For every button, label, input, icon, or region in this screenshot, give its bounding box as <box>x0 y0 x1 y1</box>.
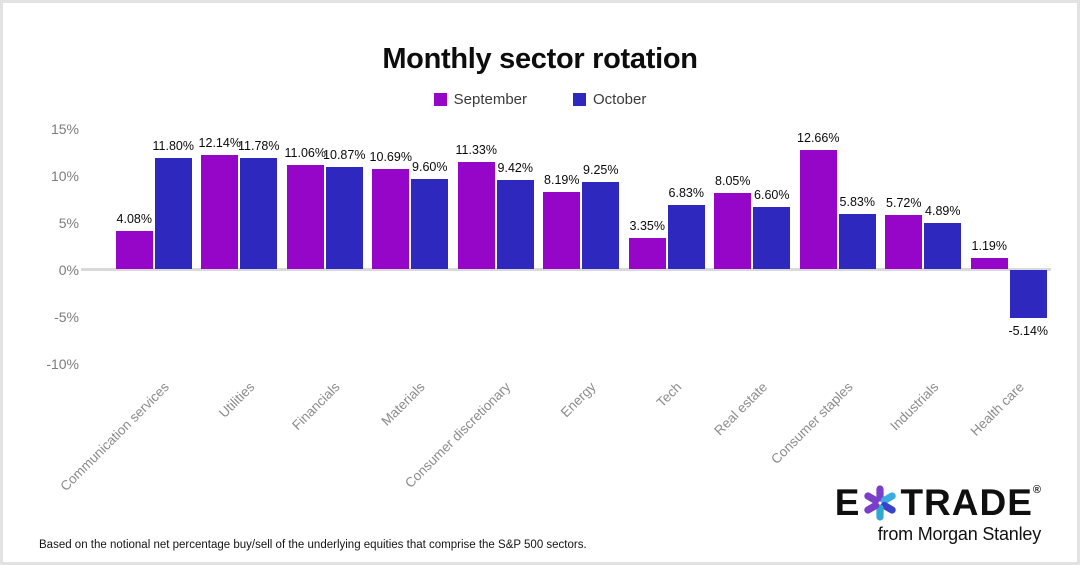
legend-item-september: September <box>433 91 527 108</box>
legend-item-october: October <box>573 91 646 108</box>
bar-value-label-october-communication-services: 11.80% <box>152 139 194 154</box>
x-axis-label-health-care: Health care <box>967 379 1027 439</box>
x-axis-label-materials: Materials <box>378 379 429 429</box>
bar-value-label-october-energy: 9.25% <box>583 163 619 178</box>
chart-legend: September October <box>3 91 1077 108</box>
bar-value-label-september-consumer-staples: 12.66% <box>797 130 840 145</box>
bar-october-health-care <box>1009 270 1047 319</box>
etrade-asterisk-icon <box>864 485 897 521</box>
x-axis-label-tech: Tech <box>653 379 685 411</box>
bar-october-real-estate <box>753 206 791 269</box>
bar-october-consumer-staples <box>838 214 876 269</box>
bar-value-label-september-communication-services: 4.08% <box>116 211 152 226</box>
bar-value-label-october-materials: 9.60% <box>412 159 448 174</box>
bar-value-label-september-financials: 11.06% <box>284 146 326 161</box>
registered-mark: ® <box>1032 484 1041 496</box>
bar-october-materials <box>411 178 449 269</box>
bar-september-real-estate <box>714 193 752 269</box>
y-axis-tick-10: 10% <box>50 168 79 184</box>
y-axis-tick-0: 0% <box>58 262 79 278</box>
bar-october-consumer-discretionary <box>496 180 534 269</box>
etrade-logo: E TRADE ® from Morgan Stanley <box>835 484 1041 545</box>
bar-september-communication-services <box>115 230 153 269</box>
bar-value-label-september-industrials: 5.72% <box>886 196 922 211</box>
x-axis-label-financials: Financials <box>289 379 343 433</box>
x-axis-label-consumer-staples: Consumer staples <box>768 379 856 467</box>
bar-october-tech <box>667 204 705 269</box>
legend-label-october: October <box>593 91 647 108</box>
september-swatch-icon <box>433 93 447 106</box>
bar-september-industrials <box>885 215 923 269</box>
bar-september-materials <box>372 168 410 269</box>
bar-september-consumer-discretionary <box>457 162 495 269</box>
bar-september-consumer-staples <box>799 149 837 269</box>
bar-value-label-october-tech: 6.83% <box>668 185 704 200</box>
bar-october-communication-services <box>154 158 192 269</box>
wordmark-trade: TRADE <box>900 482 1033 523</box>
y-axis-tick--10: -10% <box>46 356 79 372</box>
footnote: Based on the notional net percentage buy… <box>39 539 587 551</box>
y-axis-tick-5: 5% <box>58 215 79 231</box>
bar-value-label-september-tech: 3.35% <box>629 218 665 233</box>
bar-value-label-september-materials: 10.69% <box>369 149 412 164</box>
bar-value-label-september-energy: 8.19% <box>544 173 580 187</box>
bar-october-energy <box>582 182 620 269</box>
bar-value-label-september-utilities: 12.14% <box>198 135 241 150</box>
bar-september-energy <box>543 192 581 269</box>
etrade-wordmark: E TRADE ® <box>835 484 1041 522</box>
wordmark-e: E <box>834 482 861 523</box>
x-axis-label-real-estate: Real estate <box>711 379 771 439</box>
bar-value-label-october-industrials: 4.89% <box>925 204 961 219</box>
bar-value-label-october-financials: 10.87% <box>323 147 366 162</box>
y-axis-tick--5: -5% <box>54 309 79 325</box>
x-axis-label-energy: Energy <box>558 379 600 421</box>
bar-value-label-october-health-care: -5.14% <box>1008 324 1049 339</box>
bar-september-tech <box>628 237 666 269</box>
x-axis-label-utilities: Utilities <box>215 379 258 421</box>
x-axis-label-industrials: Industrials <box>887 379 942 434</box>
bar-value-label-september-real-estate: 8.05% <box>715 174 751 189</box>
bar-chart-plot: 15% 10% 5% 0% -5% -10% 4.08% 11.80% Communicatio… <box>3 3 1077 562</box>
bar-value-label-september-health-care: 1.19% <box>971 238 1007 253</box>
x-axis-line <box>81 268 1051 271</box>
morgan-stanley-tagline: from Morgan Stanley <box>877 524 1041 544</box>
bar-september-health-care <box>970 257 1008 269</box>
bar-value-label-october-real-estate: 6.60% <box>754 187 790 202</box>
bar-september-utilities <box>201 154 239 269</box>
bar-october-financials <box>325 166 363 269</box>
y-axis-tick-15: 15% <box>50 121 79 137</box>
chart-title: Monthly sector rotation <box>382 43 698 75</box>
bar-october-industrials <box>924 223 962 269</box>
bar-value-label-september-consumer-discretionary: 11.33% <box>455 143 497 158</box>
x-axis-label-communication-services: Communication services <box>57 379 172 494</box>
legend-label-september: September <box>453 91 527 108</box>
bar-value-label-october-consumer-staples: 5.83% <box>839 195 875 210</box>
october-swatch-icon <box>573 93 586 106</box>
bar-value-label-october-utilities: 11.78% <box>238 139 280 154</box>
bar-october-utilities <box>240 158 278 269</box>
bar-value-label-october-consumer-discretionary: 9.42% <box>497 161 533 176</box>
bar-september-financials <box>286 165 324 269</box>
